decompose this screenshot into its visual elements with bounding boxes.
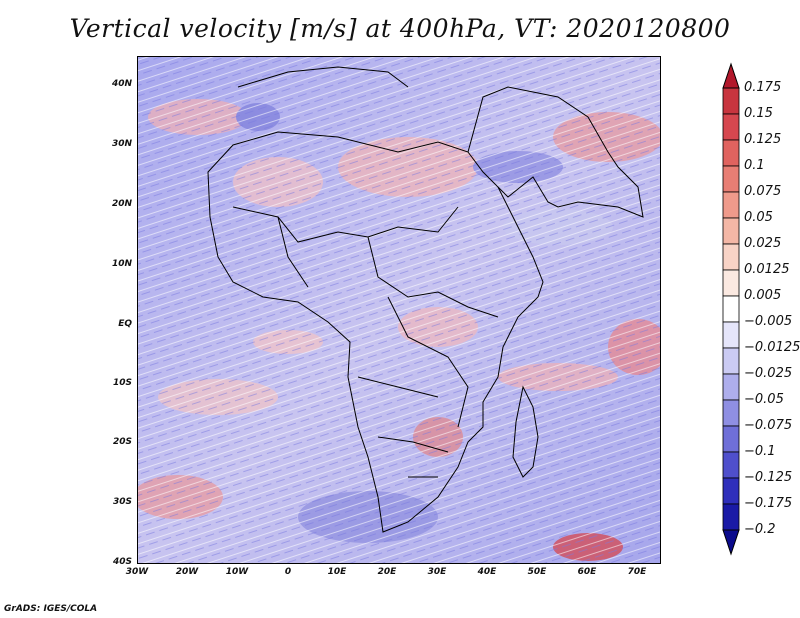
lon-tick-60e: 60E [577, 567, 597, 577]
lon-tick-50e: 50E [527, 567, 547, 577]
lat-tick-20s: 20S [112, 437, 132, 447]
colorbar-label: −0.025 [744, 366, 793, 381]
colorbar-label: −0.175 [744, 496, 793, 511]
colorbar-label: −0.1 [744, 444, 776, 459]
lat-tick-10n: 10N [111, 259, 132, 269]
colorbar-label: 0.15 [744, 106, 773, 121]
lon-tick-20e: 20E [377, 567, 397, 577]
colorbar-label: 0.125 [744, 132, 782, 147]
colorbar-label: −0.0125 [744, 340, 800, 355]
colorbar-box [722, 139, 740, 167]
colorbar-label: 0.05 [744, 210, 773, 225]
lat-tick-10s: 10S [112, 378, 132, 388]
colorbar-box [722, 347, 740, 375]
colorbar-box [722, 217, 740, 245]
colorbar-box [722, 321, 740, 349]
colorbar-box [722, 425, 740, 453]
lon-tick-0: 0 [284, 567, 292, 577]
colorbar-box [722, 503, 740, 531]
lat-tick-40s: 40S [112, 557, 132, 567]
lon-tick-30w: 30W [125, 567, 149, 577]
colorbar-label: −0.005 [744, 314, 793, 329]
colorbar-box [722, 87, 740, 115]
colorbar-box [722, 373, 740, 401]
velocity-field [138, 57, 660, 563]
colorbar-box [722, 243, 740, 271]
colorbar-label: 0.005 [744, 288, 782, 303]
colorbar-label: −0.05 [744, 392, 784, 407]
colorbar-box [722, 269, 740, 297]
colorbar-label: −0.2 [744, 522, 776, 537]
colorbar-box [722, 113, 740, 141]
lon-tick-30e: 30E [427, 567, 447, 577]
colorbar-label: 0.0125 [744, 262, 790, 277]
chart-title: Vertical velocity [m/s] at 400hPa, VT: 2… [69, 14, 731, 43]
lat-tick-30s: 30S [112, 497, 132, 507]
colorbar-box [722, 399, 740, 427]
colorbar-label: 0.025 [744, 236, 782, 251]
lon-tick-10w: 10W [225, 567, 249, 577]
colorbar-box [722, 295, 740, 323]
lon-tick-10e: 10E [327, 567, 347, 577]
colorbar-box [722, 191, 740, 219]
colorbar-label: 0.175 [744, 80, 782, 95]
map-panel [137, 56, 661, 564]
colorbar-label: 0.075 [744, 184, 782, 199]
lon-tick-20w: 20W [175, 567, 199, 577]
lat-tick-20n: 20N [111, 199, 132, 209]
lon-tick-40e: 40E [477, 567, 497, 577]
lon-tick-70e: 70E [627, 567, 647, 577]
colorbar-box [722, 451, 740, 479]
country-borders [207, 66, 644, 533]
colorbar-label: −0.075 [744, 418, 793, 433]
lat-tick-30n: 30N [111, 139, 132, 149]
colorbar [722, 62, 740, 556]
colorbar-label: 0.1 [744, 158, 765, 173]
lat-tick-40n: 40N [111, 79, 132, 89]
lat-tick-eq: EQ [118, 319, 132, 329]
colorbar-label: −0.125 [744, 470, 793, 485]
colorbar-box [722, 165, 740, 193]
colorbar-box [722, 477, 740, 505]
grads-credit: GrADS: IGES/COLA [4, 604, 98, 614]
